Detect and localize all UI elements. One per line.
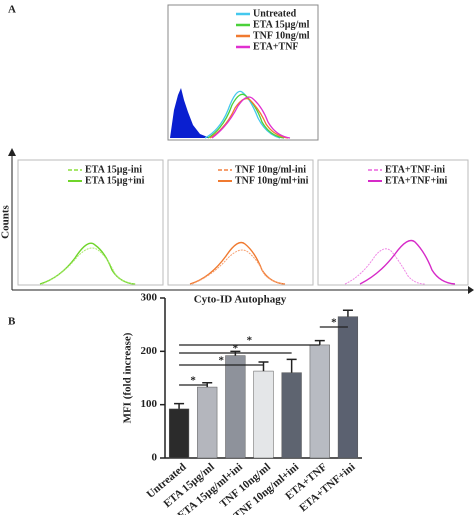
curve — [359, 239, 456, 285]
legend-label: TNF 10ng/ml+ini — [235, 175, 309, 186]
bar — [168, 408, 190, 459]
y-tick-label: 200 — [141, 345, 158, 357]
panel-label: B — [8, 316, 16, 328]
bar — [281, 372, 302, 459]
y-axis-title: Counts — [0, 204, 12, 238]
y-axis-title: MFI (fold increase) — [122, 332, 134, 423]
arrow — [468, 286, 474, 294]
legend-label: ETA 15µg/ml — [253, 19, 310, 30]
bar — [253, 370, 274, 459]
significance-label: * — [233, 343, 239, 355]
error-bar — [258, 361, 269, 372]
curve — [211, 96, 291, 139]
legend-label: ETA 15µg-ini — [85, 164, 142, 175]
significance-label: * — [247, 335, 253, 347]
legend-label: TNF 10ng/ml — [253, 30, 310, 41]
bar — [309, 344, 330, 459]
significance-label: * — [219, 355, 225, 367]
error-bar — [342, 309, 353, 317]
plot-frame — [17, 159, 164, 286]
error-bar — [174, 402, 185, 409]
curve — [207, 93, 285, 139]
legend-label: TNF 10ng/ml-ini — [235, 164, 306, 175]
y-tick-label: 300 — [141, 292, 158, 304]
plot-frame — [167, 4, 319, 141]
legend-label: Untreated — [253, 8, 297, 19]
curve — [170, 88, 210, 138]
arrow — [8, 148, 16, 156]
bar — [225, 355, 246, 459]
legend-label: ETA+TNF — [253, 41, 299, 52]
y-tick-label: 0 — [152, 452, 158, 464]
x-axis-title: Cyto-ID Autophagy — [194, 294, 287, 306]
y-tick-label: 100 — [141, 398, 158, 410]
error-bar — [286, 358, 297, 373]
significance-label: * — [331, 317, 337, 329]
curve — [204, 90, 281, 139]
curve — [191, 249, 287, 285]
curve — [209, 97, 289, 139]
curve — [344, 248, 426, 285]
legend-label: ETA 15µg+ini — [85, 175, 145, 186]
plot-frame — [317, 159, 469, 286]
bar — [337, 316, 359, 459]
significance-label: * — [190, 375, 196, 387]
error-bar — [314, 339, 325, 345]
bar — [197, 386, 218, 459]
plot-frame — [167, 159, 314, 286]
legend-label: ETA+TNF-ini — [385, 164, 445, 175]
curve — [41, 247, 137, 285]
panel-label: A — [8, 4, 16, 16]
legend-label: ETA+TNF+ini — [385, 175, 448, 186]
